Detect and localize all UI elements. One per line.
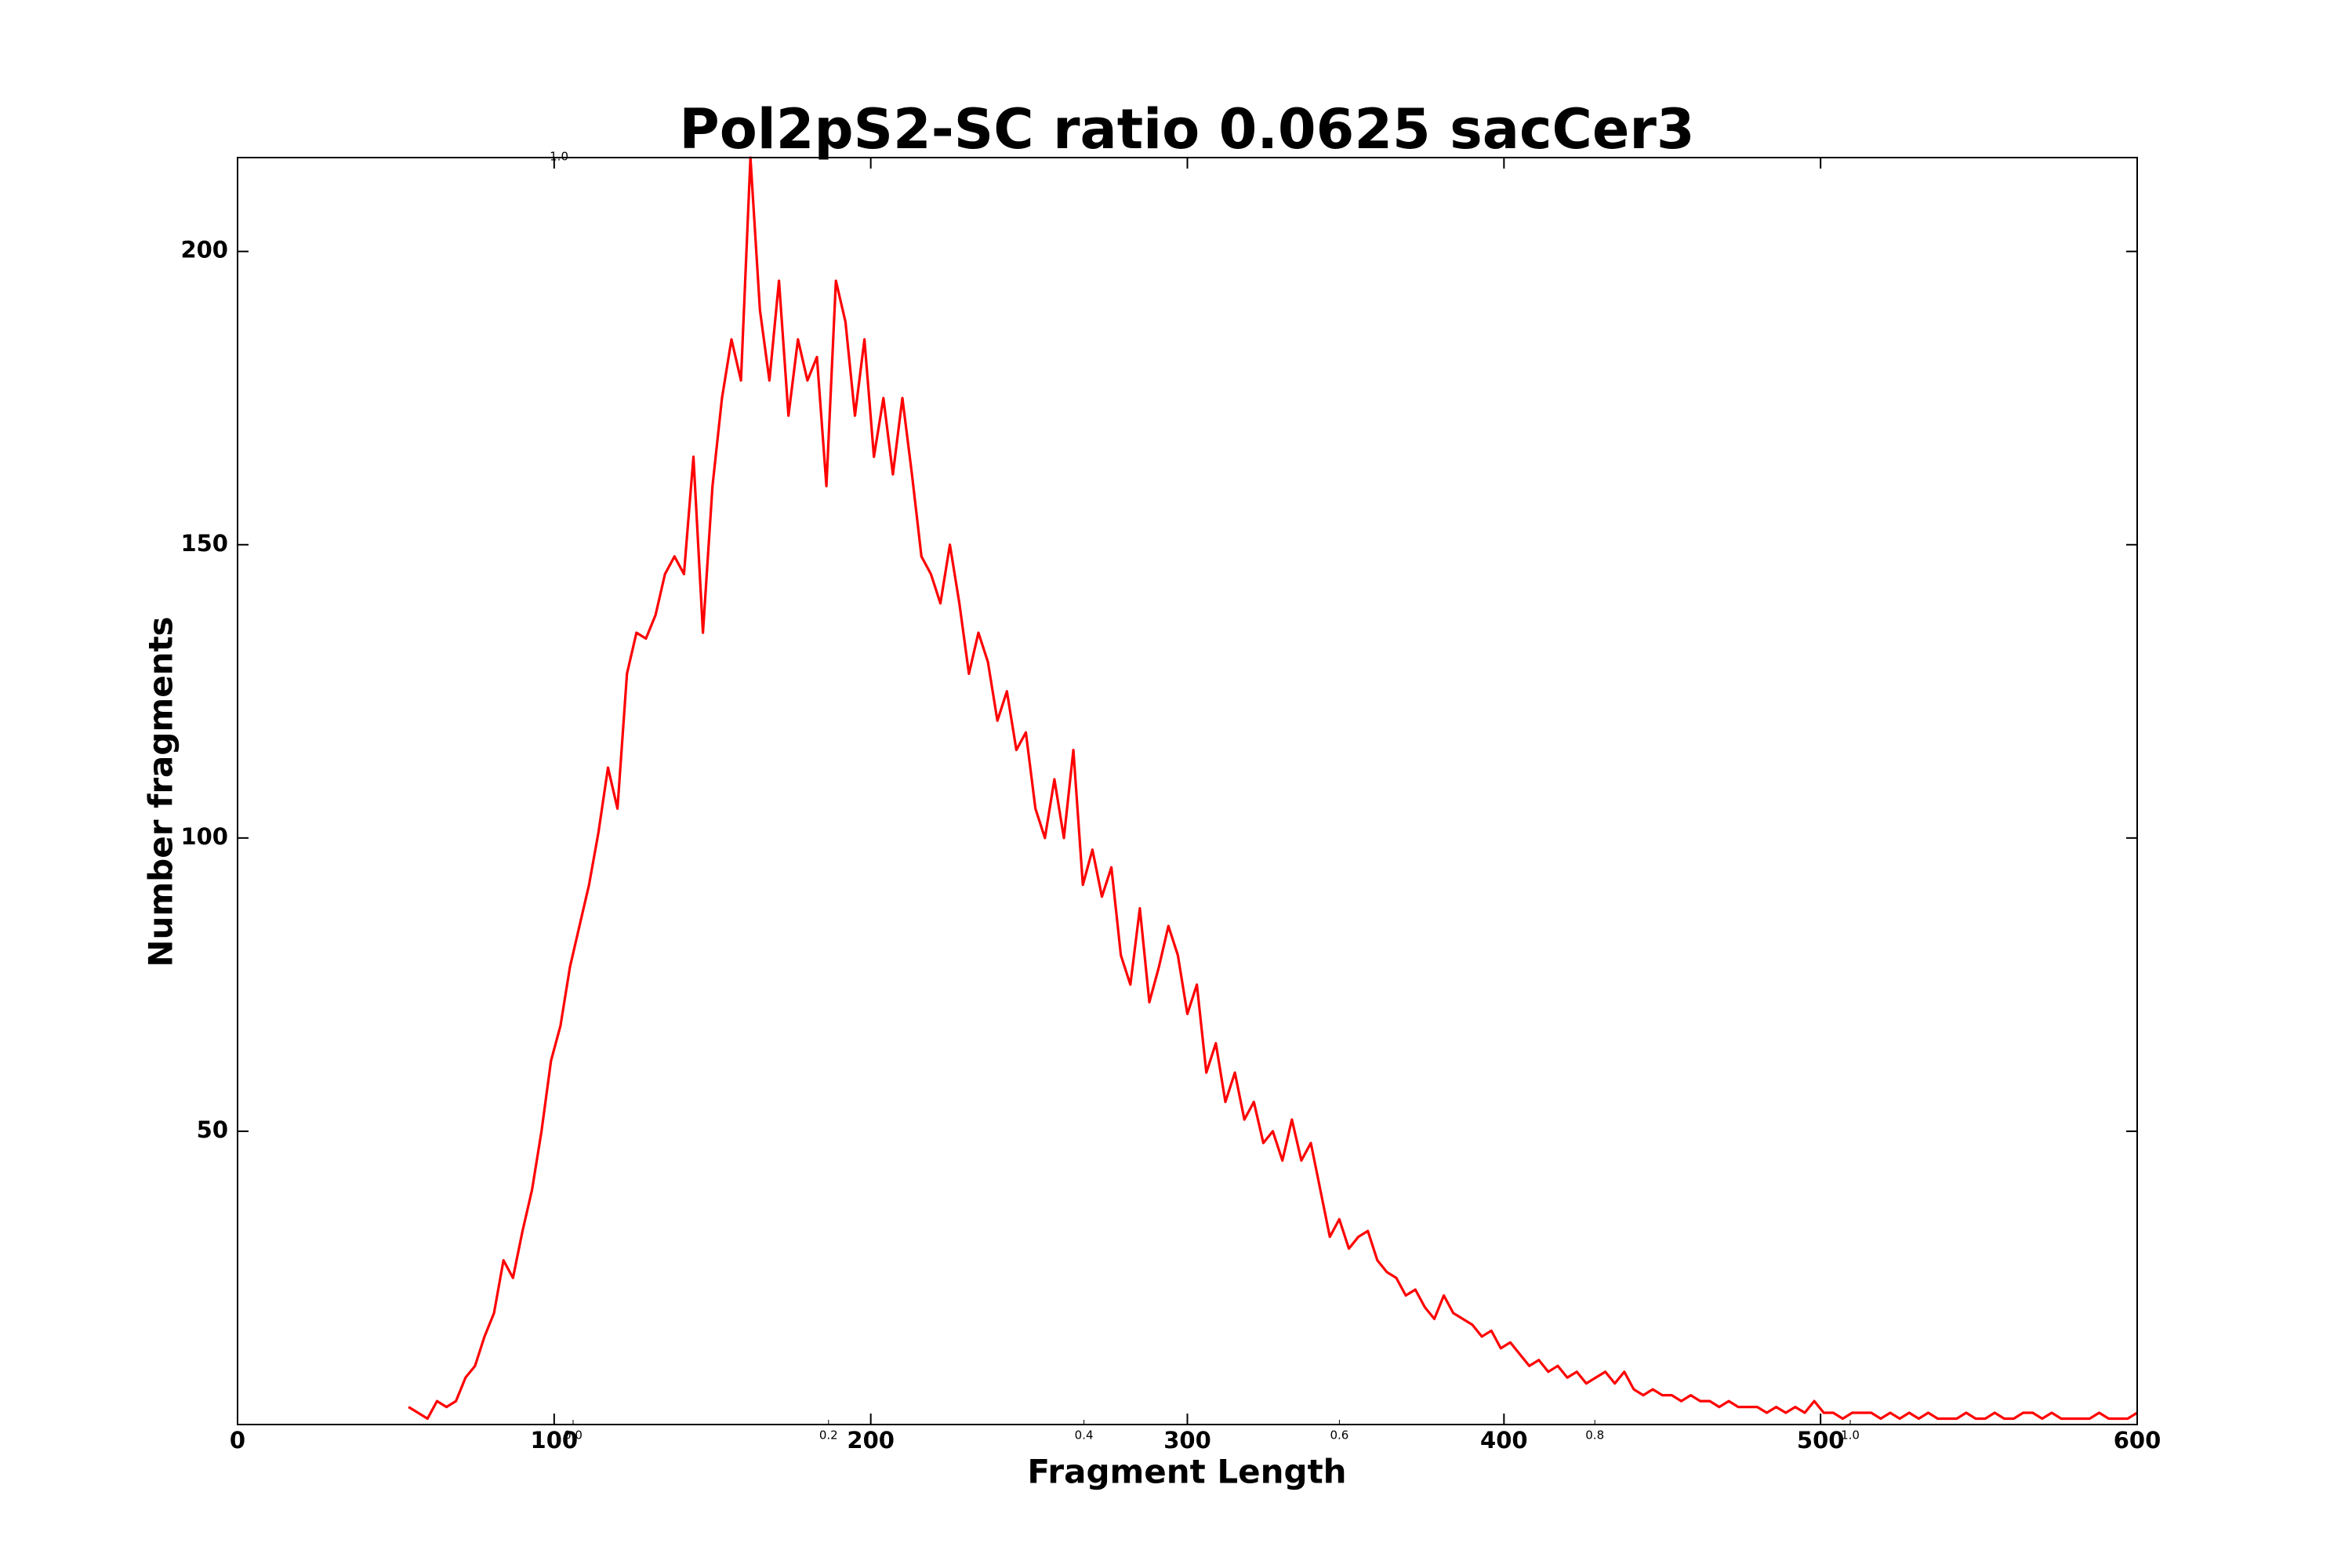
x-tick-label: 200 bbox=[847, 1427, 895, 1454]
x-tick-label: 0 bbox=[230, 1427, 245, 1454]
chart-title: Pol2pS2-SC ratio 0.0625 sacCer3 bbox=[679, 97, 1694, 162]
x-tick-label: 100 bbox=[531, 1427, 579, 1454]
x2-tick-label: 0.8 bbox=[1585, 1428, 1604, 1443]
x2-tick-label: 0.4 bbox=[1075, 1428, 1094, 1443]
x-tick-label: 400 bbox=[1480, 1427, 1528, 1454]
y-tick-label: 150 bbox=[180, 530, 228, 557]
x-tick-label: 300 bbox=[1163, 1427, 1211, 1454]
x2-tick-label: 1.0 bbox=[1841, 1428, 1860, 1443]
x-tick-label: 600 bbox=[2114, 1427, 2161, 1454]
y2-tick-label: 1.0 bbox=[550, 150, 568, 164]
x-tick-label: 500 bbox=[1797, 1427, 1845, 1454]
data-line bbox=[408, 156, 2138, 1421]
x2-tick-label: 0.0 bbox=[564, 1428, 583, 1443]
x2-tick-label: 0.6 bbox=[1330, 1428, 1348, 1443]
y-tick-label: 100 bbox=[180, 823, 228, 850]
x2-tick-label: 0.2 bbox=[819, 1428, 838, 1443]
y-tick-label: 200 bbox=[180, 237, 228, 263]
y-axis-label: Number fragments bbox=[142, 616, 180, 967]
y-tick-label: 50 bbox=[197, 1116, 228, 1143]
x-axis-label: Fragment Length bbox=[1027, 1453, 1346, 1491]
